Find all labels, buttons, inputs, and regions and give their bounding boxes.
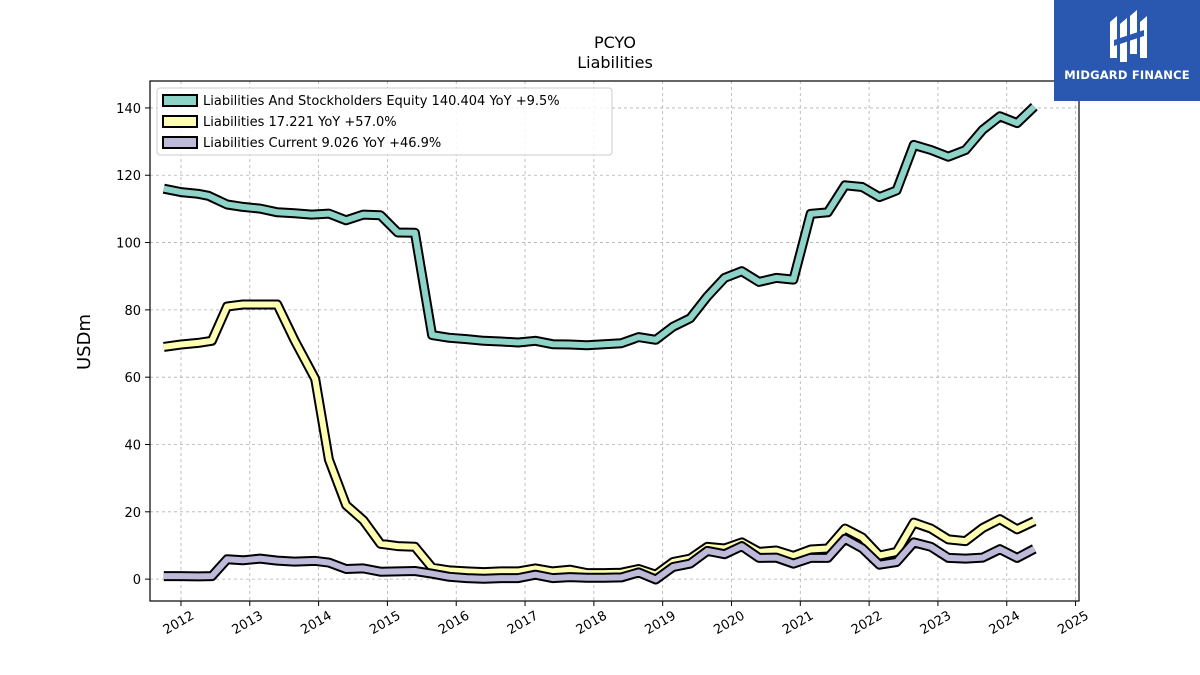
y-axis-label: USDm bbox=[74, 314, 95, 370]
x-tick-label: 2019 bbox=[643, 608, 679, 638]
legend-label: Liabilities 17.221 YoY +57.0% bbox=[203, 115, 397, 130]
x-tick-label: 2016 bbox=[436, 608, 472, 638]
series-lines bbox=[162, 102, 1038, 585]
grid-lines bbox=[150, 81, 1079, 601]
x-tick-label: 2014 bbox=[298, 608, 334, 638]
legend-box bbox=[156, 87, 613, 156]
x-tick-label: 2017 bbox=[505, 608, 541, 638]
x-tick-label: 2021 bbox=[780, 608, 816, 638]
x-tick-label: 2025 bbox=[1055, 608, 1091, 638]
chart-subtitle: Liabilities bbox=[577, 53, 653, 72]
x-tick-label: 2024 bbox=[987, 608, 1023, 638]
y-tick-label: 120 bbox=[116, 169, 141, 184]
legend-swatch bbox=[162, 115, 198, 128]
plot-frame bbox=[149, 80, 1080, 602]
x-tick-label: 2012 bbox=[161, 608, 197, 638]
x-tick-label: 2022 bbox=[849, 608, 885, 638]
y-tick-label: 80 bbox=[124, 304, 141, 319]
legend-swatch bbox=[162, 136, 198, 149]
y-tick-label: 140 bbox=[116, 102, 141, 117]
chart-title: PCYO bbox=[594, 33, 636, 52]
series-0 bbox=[162, 102, 1038, 351]
legend: Liabilities And Stockholders Equity 140.… bbox=[156, 87, 613, 156]
series-2 bbox=[163, 533, 1037, 585]
x-axis-ticks: 2012 2013 2014 2015 2016 2017 2018 2019 2020 2021… bbox=[161, 601, 1092, 638]
logo-text: MIDGARD FINANCE bbox=[1064, 68, 1190, 82]
midgard-finance-logo: MIDGARD FINANCE bbox=[1054, 0, 1200, 101]
y-tick-label: 60 bbox=[124, 371, 141, 386]
x-tick-label: 2023 bbox=[918, 608, 954, 638]
legend-label: Liabilities Current 9.026 YoY +46.9% bbox=[203, 136, 441, 151]
series-line bbox=[163, 535, 1036, 583]
y-tick-label: 40 bbox=[124, 438, 141, 453]
y-axis-ticks: 0 20 40 60 80 100 120 140 bbox=[116, 102, 150, 588]
y-tick-label: 100 bbox=[116, 237, 141, 252]
y-tick-label: 0 bbox=[133, 573, 141, 588]
x-tick-label: 2018 bbox=[574, 608, 610, 638]
x-tick-label: 2020 bbox=[711, 608, 747, 638]
legend-swatch bbox=[162, 94, 198, 107]
x-tick-label: 2015 bbox=[367, 608, 403, 638]
y-tick-label: 20 bbox=[124, 506, 141, 521]
logo-mark-icon bbox=[1110, 10, 1147, 62]
x-tick-label: 2013 bbox=[230, 608, 266, 638]
legend-label: Liabilities And Stockholders Equity 140.… bbox=[203, 94, 560, 109]
series-line bbox=[163, 104, 1037, 349]
